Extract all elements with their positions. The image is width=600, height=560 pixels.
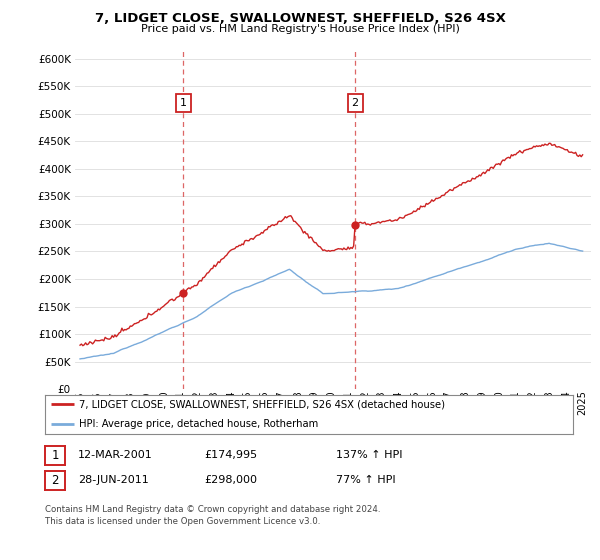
Text: £174,995: £174,995 (204, 450, 257, 460)
Text: 137% ↑ HPI: 137% ↑ HPI (336, 450, 403, 460)
Text: HPI: Average price, detached house, Rotherham: HPI: Average price, detached house, Roth… (79, 419, 319, 429)
Text: 7, LIDGET CLOSE, SWALLOWNEST, SHEFFIELD, S26 4SX (detached house): 7, LIDGET CLOSE, SWALLOWNEST, SHEFFIELD,… (79, 399, 445, 409)
Text: 77% ↑ HPI: 77% ↑ HPI (336, 475, 395, 485)
Text: Contains HM Land Registry data © Crown copyright and database right 2024.
This d: Contains HM Land Registry data © Crown c… (45, 505, 380, 526)
Text: 2: 2 (352, 97, 359, 108)
Text: Price paid vs. HM Land Registry's House Price Index (HPI): Price paid vs. HM Land Registry's House … (140, 24, 460, 34)
Text: 12-MAR-2001: 12-MAR-2001 (78, 450, 153, 460)
Text: 1: 1 (52, 449, 59, 463)
Text: 2: 2 (52, 474, 59, 487)
Text: 1: 1 (180, 97, 187, 108)
Text: 28-JUN-2011: 28-JUN-2011 (78, 475, 149, 485)
Text: 7, LIDGET CLOSE, SWALLOWNEST, SHEFFIELD, S26 4SX: 7, LIDGET CLOSE, SWALLOWNEST, SHEFFIELD,… (95, 12, 505, 25)
Text: £298,000: £298,000 (204, 475, 257, 485)
